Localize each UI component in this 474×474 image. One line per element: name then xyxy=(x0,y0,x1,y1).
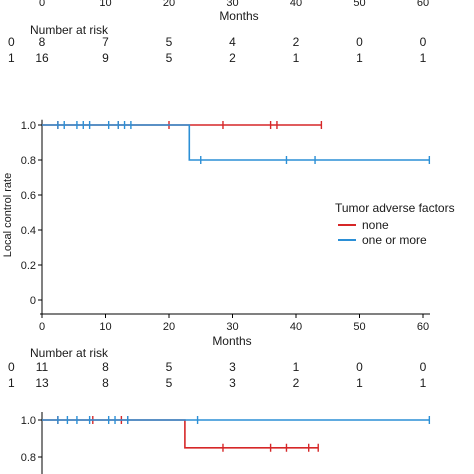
middle-series-1-line xyxy=(42,124,430,161)
top-risk-count: 0 xyxy=(420,35,427,49)
middle-axes: 0 0.2 0.4 0.6 0.8 1.0 0 10 20 30 40 50 60 xyxy=(21,119,430,333)
middle-risk-count: 11 xyxy=(36,360,49,374)
top-x-tick-label: 10 xyxy=(99,0,111,9)
top-x-tick-label: 30 xyxy=(226,0,238,9)
top-risk-count: 4 xyxy=(229,35,236,49)
middle-risk-group-label: 1 xyxy=(8,376,15,390)
middle-risk-count: 8 xyxy=(102,360,109,374)
y-axis-label: Local control rate xyxy=(2,173,14,257)
bottom-series-0-line xyxy=(42,419,319,449)
middle-y-tick-label: 1.0 xyxy=(21,120,36,132)
middle-y-tick-label: 0.2 xyxy=(21,260,36,272)
middle-y-tick-label: 0.4 xyxy=(21,225,36,237)
top-risk-table: 0 8 7 5 4 2 0 0 1 16 9 5 2 1 1 1 xyxy=(8,35,427,65)
top-x-tick-label: 60 xyxy=(417,0,429,9)
middle-risk-count: 13 xyxy=(35,376,49,390)
top-risk-count: 9 xyxy=(102,51,109,65)
middle-x-axis-label: Months xyxy=(212,334,251,348)
middle-risk-count: 0 xyxy=(356,360,363,374)
top-x-tick-label: 40 xyxy=(290,0,302,9)
middle-risk-count: 2 xyxy=(293,376,300,390)
top-risk-count: 8 xyxy=(39,35,46,49)
middle-x-tick-label: 60 xyxy=(417,321,429,333)
top-x-tick-label: 20 xyxy=(163,0,175,9)
middle-risk-table: 0 11 8 5 3 1 0 01 13 8 5 3 2 1 1 xyxy=(8,360,427,390)
top-risk-group-label: 0 xyxy=(8,35,15,49)
middle-risk-count: 3 xyxy=(229,360,236,374)
legend-title: Tumor adverse factors xyxy=(335,201,455,215)
top-risk-count: 1 xyxy=(293,51,300,65)
middle-x-tick-label: 0 xyxy=(39,321,45,333)
bottom-axes: 1.0 0.8 xyxy=(21,412,43,474)
top-risk-count: 2 xyxy=(293,35,300,49)
legend: Tumor adverse factors none one or more xyxy=(335,201,455,247)
middle-risk-count: 5 xyxy=(166,376,173,390)
top-risk-count: 5 xyxy=(166,51,173,65)
middle-x-tick-label: 10 xyxy=(99,321,111,333)
bottom-panel: 1.0 0.8 xyxy=(21,412,431,474)
top-risk-table-title: Number at risk xyxy=(30,23,109,37)
middle-x-tick-label: 30 xyxy=(226,321,238,333)
middle-risk-count: 1 xyxy=(293,360,300,374)
bottom-series xyxy=(42,416,431,452)
top-x-tick-label: 0 xyxy=(39,0,45,9)
middle-risk-count: 5 xyxy=(166,360,173,374)
middle-y-tick-label: 0.8 xyxy=(21,155,36,167)
top-risk-count: 16 xyxy=(35,51,49,65)
middle-series xyxy=(42,121,431,164)
top-risk-count: 2 xyxy=(229,51,236,65)
bottom-y-tick-label: 0.8 xyxy=(21,452,36,464)
middle-x-tick-label: 50 xyxy=(353,321,365,333)
middle-risk-count: 0 xyxy=(420,360,427,374)
top-risk-count: 0 xyxy=(356,35,363,49)
bottom-y-tick-label: 1.0 xyxy=(21,415,36,427)
top-risk-count: 5 xyxy=(166,35,173,49)
middle-x-tick-label: 20 xyxy=(163,321,175,333)
top-x-tick-label: 50 xyxy=(353,0,365,9)
legend-label-one-or-more: one or more xyxy=(362,233,427,247)
middle-risk-group-label: 0 xyxy=(8,360,15,374)
top-risk-group-label: 1 xyxy=(8,51,15,65)
top-risk-count: 1 xyxy=(420,51,427,65)
middle-risk-count: 3 xyxy=(229,376,236,390)
middle-risk-count: 1 xyxy=(356,376,363,390)
top-x-tick-labels: 0 10 20 30 40 50 60 xyxy=(39,0,429,9)
middle-risk-count: 1 xyxy=(420,376,427,390)
top-risk-count: 7 xyxy=(102,35,109,49)
top-x-axis-label: Months xyxy=(219,9,258,23)
middle-y-tick-label: 0.6 xyxy=(21,190,36,202)
top-risk-count: 1 xyxy=(356,51,363,65)
middle-risk-count: 8 xyxy=(102,376,109,390)
legend-label-none: none xyxy=(362,218,389,232)
middle-risk-table-title: Number at risk xyxy=(30,346,109,360)
middle-y-tick-label: 0 xyxy=(30,295,36,307)
middle-panel: Local control rate 00.20.40.60.81.00 10 20… xyxy=(2,119,455,390)
middle-x-tick-label: 40 xyxy=(290,321,302,333)
